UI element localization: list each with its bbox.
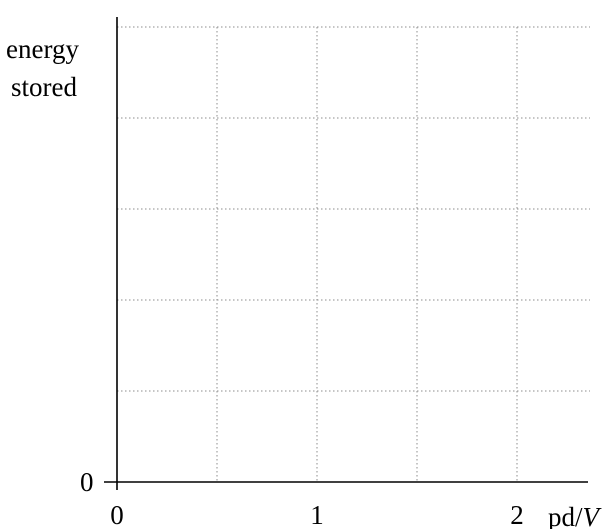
y-axis-label-line-2: stored	[11, 72, 77, 102]
x-axis-label-unit: V	[583, 502, 603, 529]
x-tick-label: 2	[510, 500, 524, 529]
y-axis-label-line-1: energy	[6, 34, 79, 64]
x-axis-label: pd/V	[548, 502, 603, 529]
grid	[117, 26, 590, 482]
tick-labels: 0 1 2 0	[80, 467, 524, 529]
x-axis-label-quantity: pd/	[548, 502, 583, 529]
x-tick-label: 0	[110, 500, 124, 529]
y-tick-label: 0	[80, 467, 94, 497]
x-tick-label: 1	[310, 500, 324, 529]
